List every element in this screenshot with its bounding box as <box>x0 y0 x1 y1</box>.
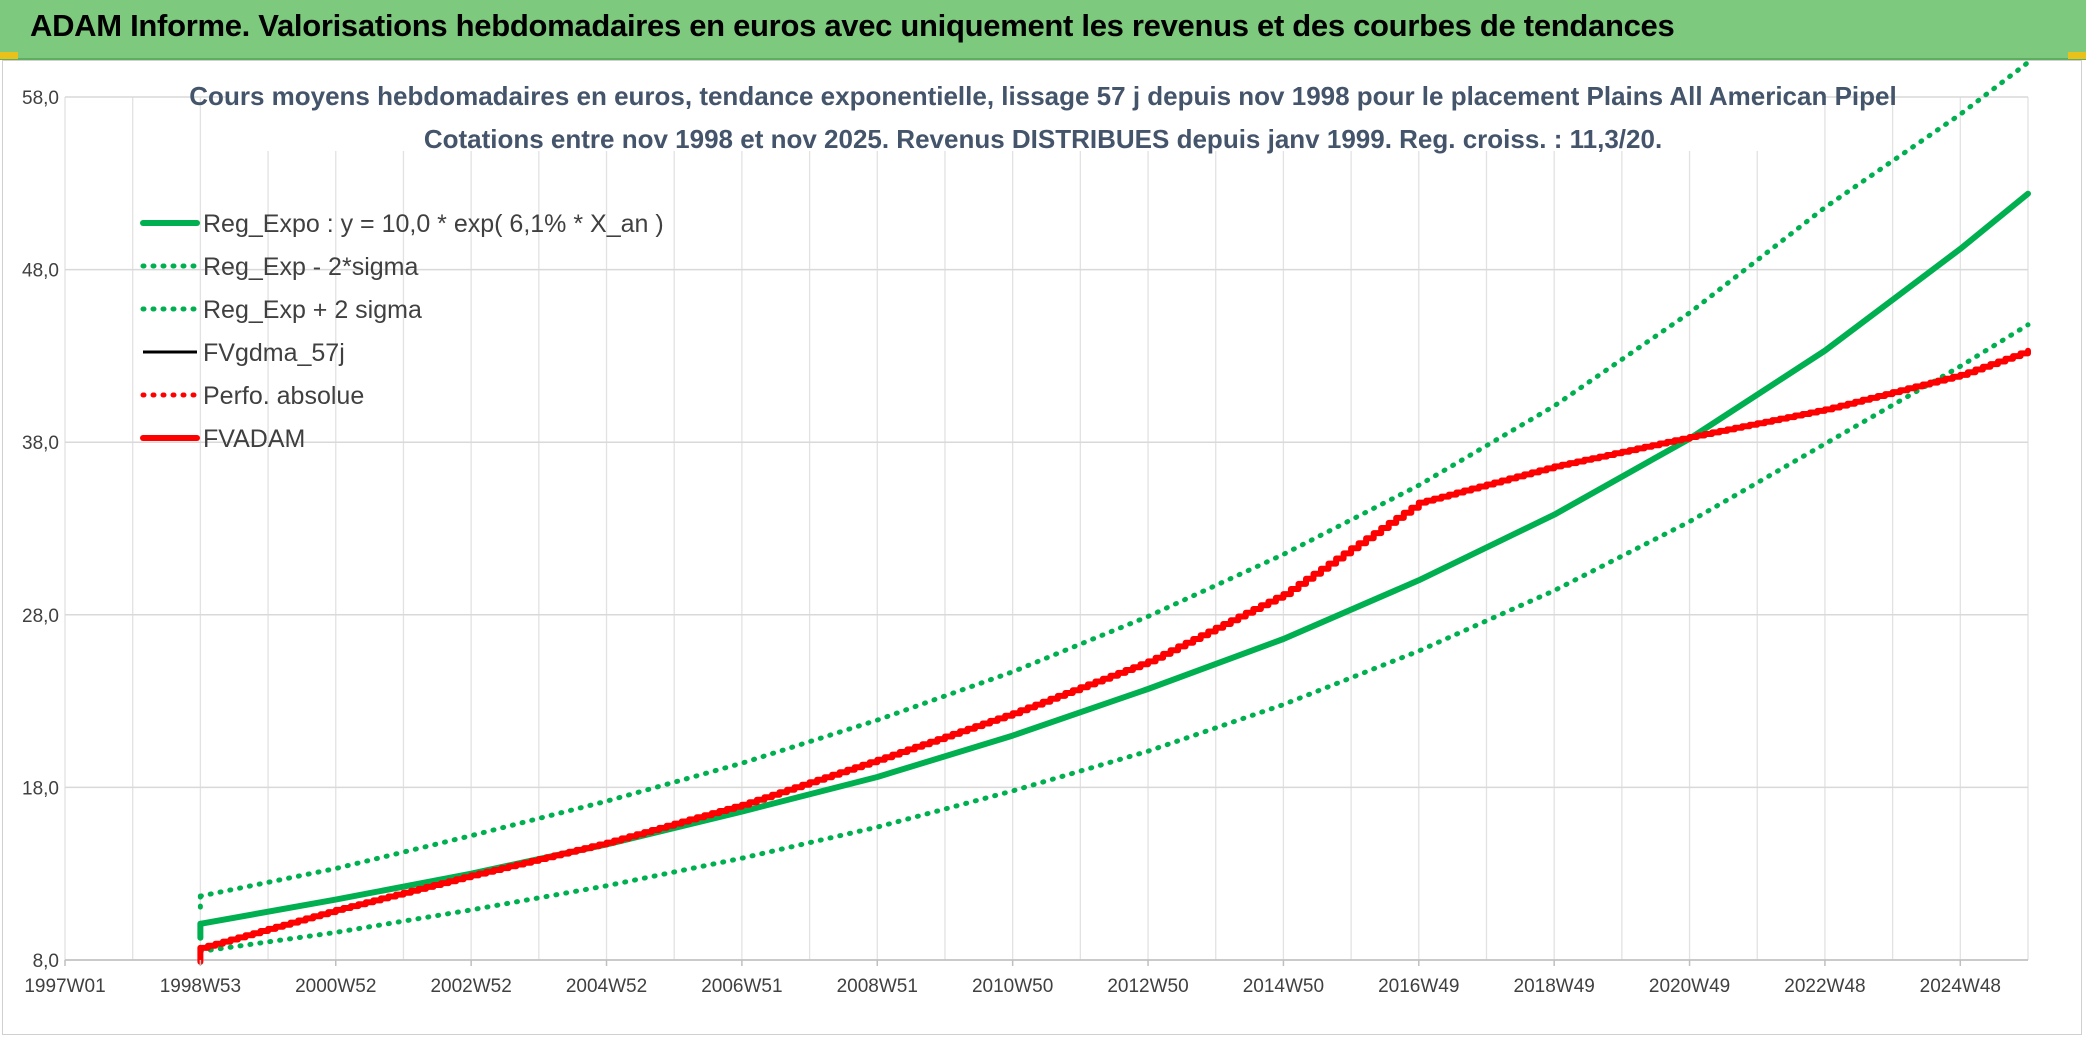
y-axis: 58,0 48,0 38,0 28,0 18,0 8,0 <box>22 88 59 972</box>
series-lines <box>197 61 2031 968</box>
x-tick-label: 1997W01 <box>24 976 105 997</box>
x-tick-label: 1998W53 <box>160 976 241 997</box>
series-line-1 <box>197 322 2031 954</box>
x-tick-label: 2018W49 <box>1514 976 1595 997</box>
x-tick-label: 2006W51 <box>701 976 782 997</box>
series-line-0 <box>197 190 2031 927</box>
x-tick-label: 2004W52 <box>566 976 647 997</box>
header-banner: ADAM Informe. Valorisations hebdomadaire… <box>0 0 2086 60</box>
legend-label: FVgdma_57j <box>203 339 345 367</box>
chart-subtitle: Cotations entre nov 1998 et nov 2025. Re… <box>424 124 1662 154</box>
corner-marker <box>0 52 18 59</box>
series-line-2 <box>197 61 2031 899</box>
x-tick-label: 2000W52 <box>295 976 376 997</box>
chart: Cours moyens hebdomadaires en euros, ten… <box>22 61 2031 997</box>
x-tick-label: 2020W49 <box>1649 976 1730 997</box>
x-tick-label: 2016W49 <box>1378 976 1459 997</box>
chart-frame: Cours moyens hebdomadaires en euros, ten… <box>2 60 2082 1035</box>
chart-title: Cours moyens hebdomadaires en euros, ten… <box>189 81 1896 111</box>
legend-label: FVADAM <box>203 425 305 453</box>
y-tick-label: 8,0 <box>33 951 59 972</box>
legend-label: Reg_Exp + 2 sigma <box>203 296 422 324</box>
y-tick-label: 28,0 <box>22 606 59 627</box>
x-tick-label: 2022W48 <box>1784 976 1865 997</box>
y-tick-label: 18,0 <box>22 778 59 799</box>
title-background <box>228 71 1823 151</box>
legend-label: Reg_Exp - 2*sigma <box>203 253 418 281</box>
series-line-5 <box>197 347 2031 951</box>
x-axis: 1997W01 1998W53 2000W52 2002W52 2004W52 2006W… <box>24 960 2001 997</box>
legend-label: Perfo. absolue <box>203 382 364 410</box>
x-tick-label: 2014W50 <box>1243 976 1324 997</box>
x-tick-label: 2008W51 <box>837 976 918 997</box>
corner-marker <box>2068 52 2086 59</box>
x-tick-label: 2024W48 <box>1920 976 2001 997</box>
page-title: ADAM Informe. Valorisations hebdomadaire… <box>30 8 1675 43</box>
y-tick-label: 38,0 <box>22 433 59 454</box>
legend-label: Reg_Expo : y = 10,0 * exp( 6,1% * X_an ) <box>203 210 664 238</box>
x-tick-label: 2002W52 <box>430 976 511 997</box>
x-tick-label: 2010W50 <box>972 976 1053 997</box>
legend: Reg_Expo : y = 10,0 * exp( 6,1% * X_an )… <box>140 210 664 453</box>
x-tick-label: 2012W50 <box>1107 976 1188 997</box>
y-tick-label: 48,0 <box>22 261 59 282</box>
y-tick-label: 58,0 <box>22 88 59 109</box>
